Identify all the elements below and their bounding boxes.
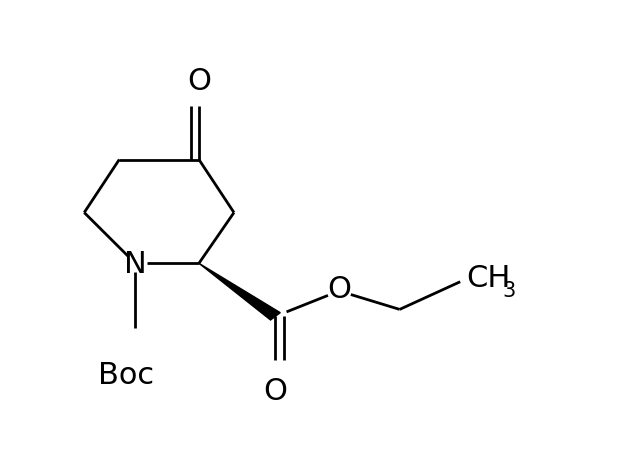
Polygon shape (199, 264, 280, 320)
Text: N: N (124, 249, 147, 278)
Text: 3: 3 (502, 281, 515, 300)
Text: O: O (327, 275, 351, 304)
Text: O: O (264, 376, 287, 406)
Text: CH: CH (467, 263, 511, 292)
Text: O: O (187, 67, 211, 96)
Text: Boc: Boc (97, 360, 154, 389)
